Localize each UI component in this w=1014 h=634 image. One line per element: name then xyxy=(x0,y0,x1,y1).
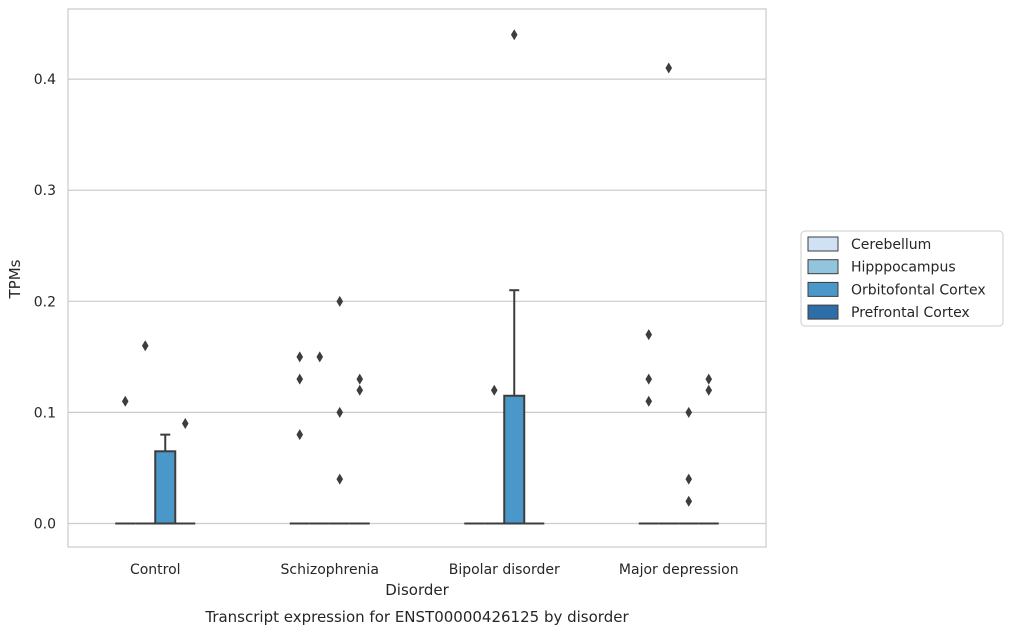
legend-label: Cerebellum xyxy=(851,237,931,253)
plot-area-background xyxy=(68,9,766,547)
x-tick-label: Bipolar disorder xyxy=(449,562,560,578)
box-body xyxy=(154,450,177,525)
box-group xyxy=(115,395,136,525)
plot-area-frame xyxy=(67,8,767,548)
y-tick-label: 0.2 xyxy=(34,294,56,310)
outlier-point xyxy=(645,329,653,341)
legend-label: Hipppocampus xyxy=(851,260,956,276)
outlier-point xyxy=(296,429,304,441)
outlier-point xyxy=(490,384,498,396)
y-tick-label: 0.3 xyxy=(34,183,56,199)
legend-swatch xyxy=(807,259,839,275)
outlier-point xyxy=(296,351,304,363)
outlier-point xyxy=(685,495,693,507)
outlier-point xyxy=(510,29,518,41)
legend-swatch xyxy=(807,236,839,252)
box-group xyxy=(349,373,370,525)
legend-swatch xyxy=(807,281,839,297)
outlier-point xyxy=(336,295,344,307)
legend-entries: Cerebellum Hipppocampus Orbitofontal Corte… xyxy=(807,236,986,321)
outlier-point xyxy=(665,62,673,74)
outlier-point xyxy=(296,373,304,385)
outlier-point xyxy=(121,395,129,407)
box-body xyxy=(503,394,526,525)
outlier-point xyxy=(685,406,693,418)
box-plot-marks xyxy=(115,29,719,525)
x-tick-label: Schizophrenia xyxy=(281,562,379,578)
box-group xyxy=(484,384,505,525)
box-group xyxy=(503,29,526,525)
y-tick-label: 0.1 xyxy=(34,405,56,421)
outlier-point xyxy=(705,373,713,385)
legend-label: Orbitofontal Cortex xyxy=(851,282,986,298)
legend-swatch xyxy=(807,304,839,320)
y-axis-label: TPMs xyxy=(6,259,24,299)
x-tick-labels: Control Schizophrenia Bipolar disorder Majo… xyxy=(130,562,739,578)
box-group xyxy=(309,351,330,525)
outlier-point xyxy=(356,384,364,396)
outlier-point xyxy=(141,340,149,352)
outlier-point xyxy=(645,373,653,385)
box-group xyxy=(698,373,719,525)
legend-frame xyxy=(800,230,1004,327)
box-group xyxy=(638,329,659,525)
outlier-point xyxy=(316,351,324,363)
x-tick-label: Control xyxy=(130,562,181,578)
box-group xyxy=(678,406,699,525)
y-tick-label: 0.4 xyxy=(34,72,56,88)
x-tick-label: Major depression xyxy=(619,562,739,578)
outlier-point xyxy=(181,418,189,430)
outlier-point xyxy=(336,473,344,485)
y-tick-label: 0.0 xyxy=(34,517,56,533)
y-tick-labels: 0.0 0.1 0.2 0.3 0.4 xyxy=(34,72,56,532)
legend: Cerebellum Hipppocampus Orbitofontal Corte… xyxy=(800,230,1004,327)
outlier-point xyxy=(336,406,344,418)
chart-caption: Transcript expression for ENST0000042612… xyxy=(204,608,629,626)
x-axis-label: Disorder xyxy=(385,581,449,599)
outlier-point xyxy=(705,384,713,396)
box-group xyxy=(154,433,177,525)
box-group xyxy=(175,418,196,525)
outlier-point xyxy=(356,373,364,385)
box-group xyxy=(135,340,156,525)
outlier-point xyxy=(685,473,693,485)
box-group xyxy=(658,62,679,525)
box-group xyxy=(329,295,350,525)
legend-label: Prefrontal Cortex xyxy=(851,305,970,321)
box-group xyxy=(289,351,310,525)
outlier-point xyxy=(645,395,653,407)
